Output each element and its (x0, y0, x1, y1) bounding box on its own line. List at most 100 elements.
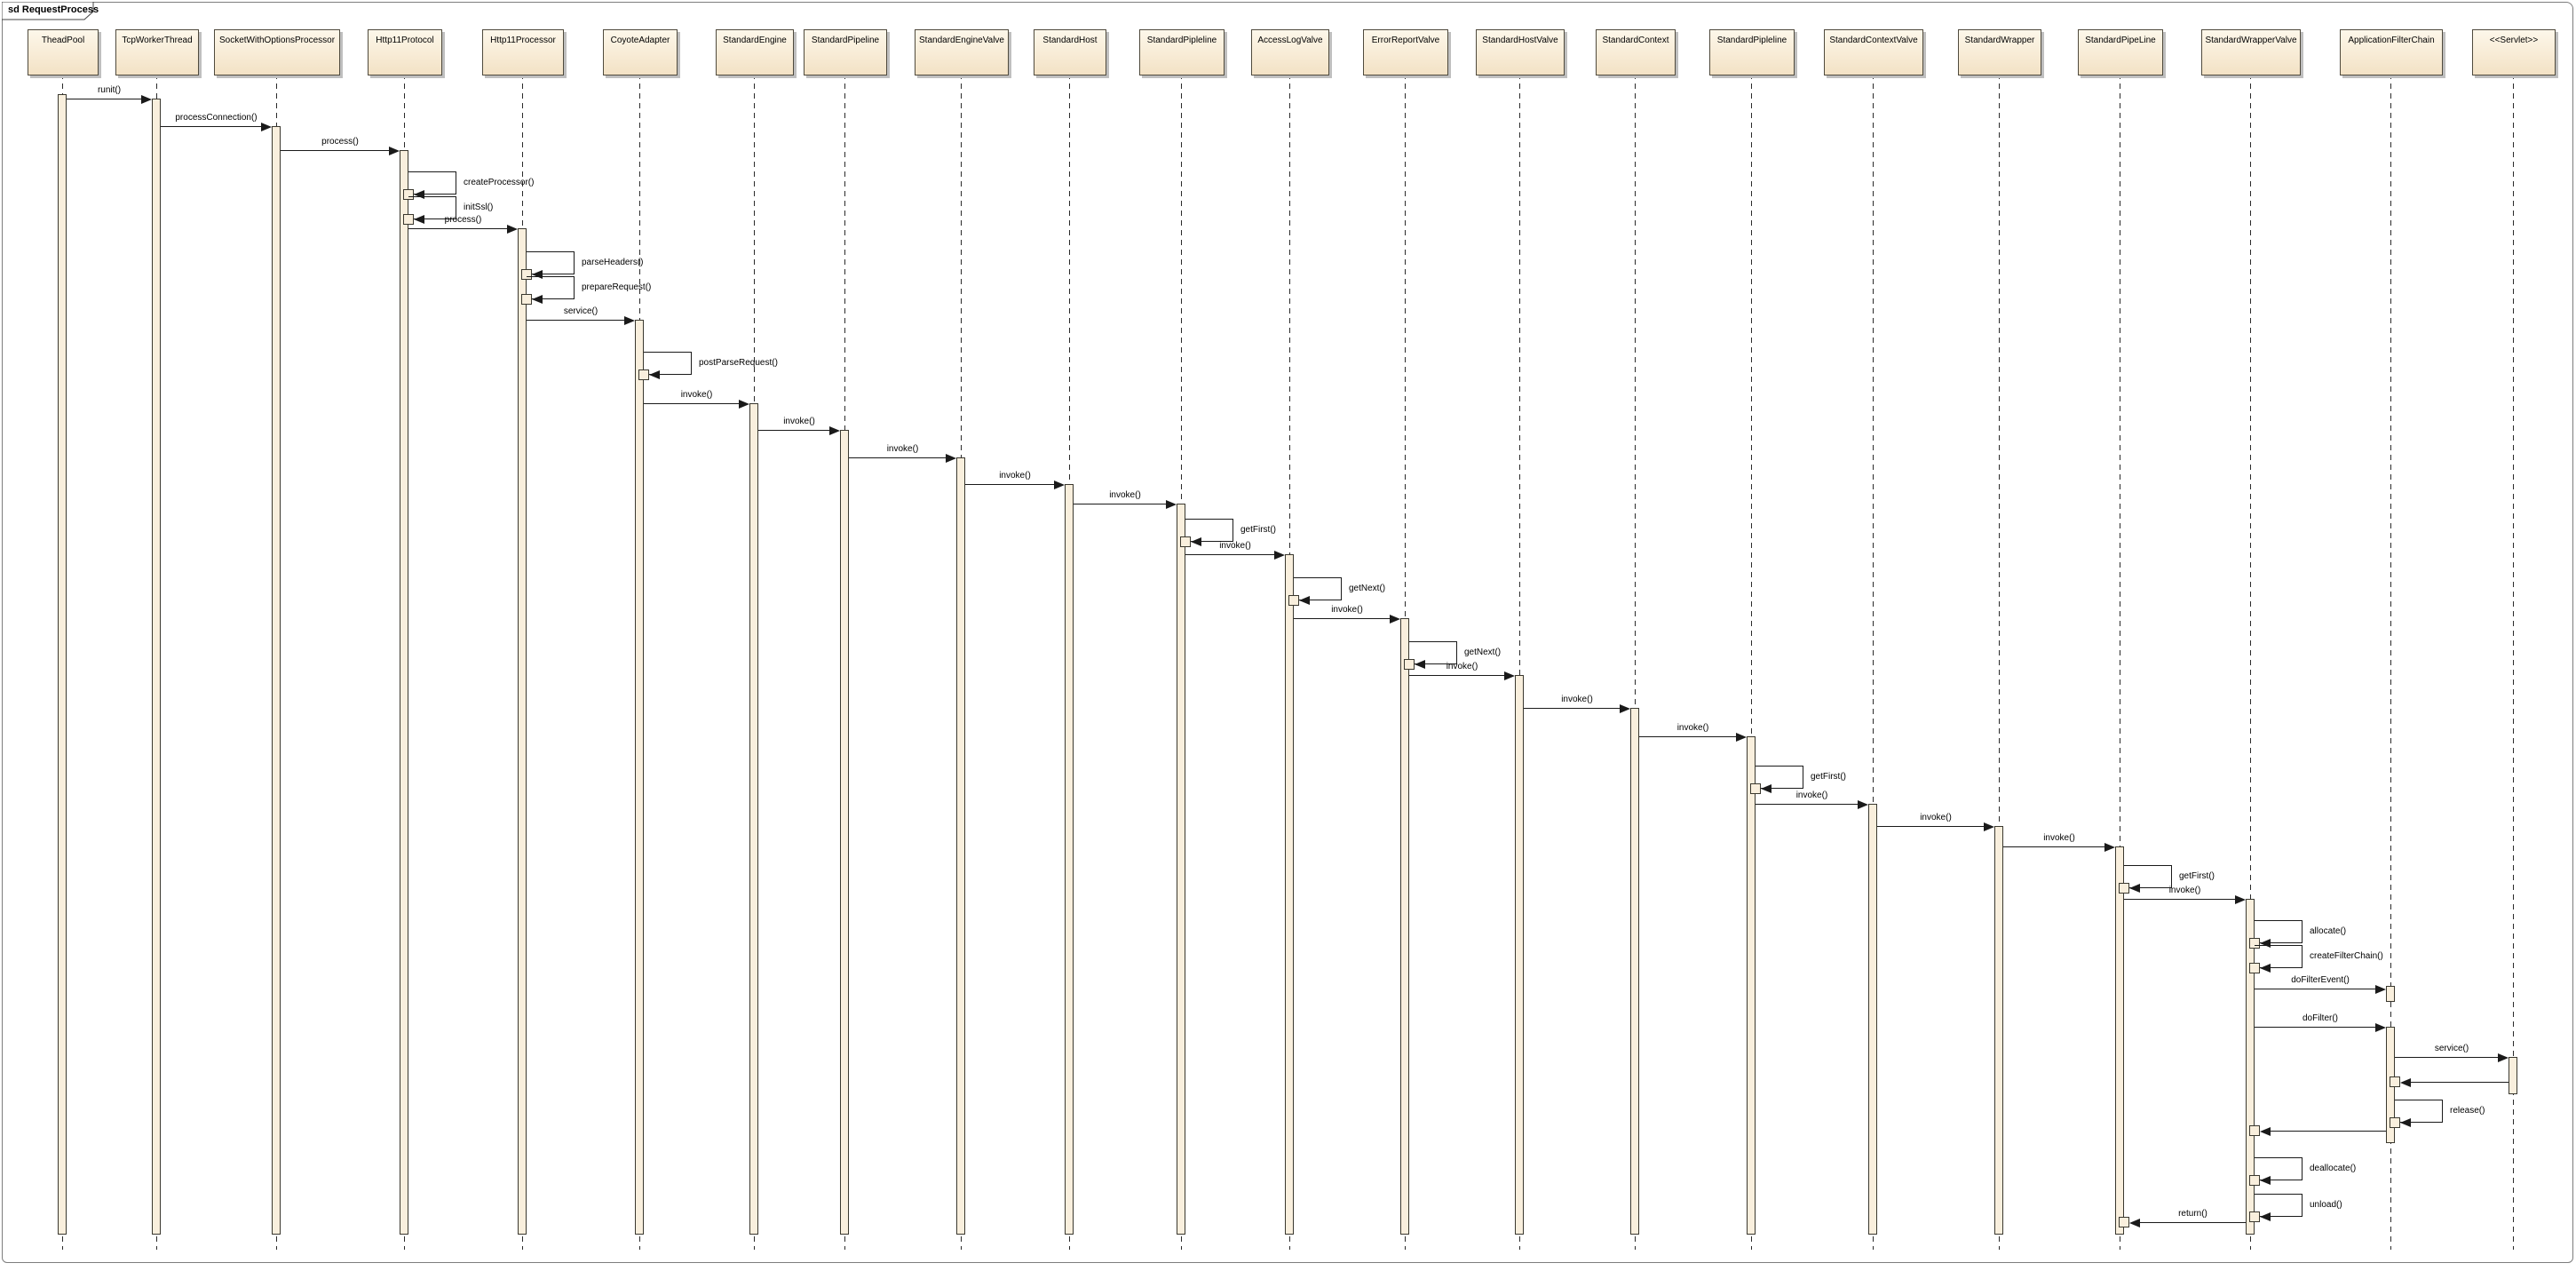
message-label-deallocate: deallocate() (2310, 1164, 2357, 1173)
self-call-loop-getfirst (1185, 519, 1233, 542)
message-label-getfirst: getFirst() (1240, 525, 1276, 535)
lifeline-header-errorreportvalve[interactable]: ErrorReportValve (1363, 29, 1448, 75)
message-line-process (408, 228, 508, 229)
self-call-square (403, 189, 414, 200)
message-label-invoke: invoke() (1676, 723, 1709, 733)
lifeline-header-standardpipeline[interactable]: StandardPipeLine (2078, 29, 2163, 75)
self-call-loop-preparerequest (527, 276, 575, 299)
lifeline-header-applicationfilterchain[interactable]: ApplicationFilterChain (2340, 29, 2443, 75)
lifeline-label: TheadPool (41, 36, 85, 45)
message-label-process: process() (321, 137, 359, 147)
lifeline-header-standardpipleline[interactable]: StandardPipleline (1709, 29, 1795, 75)
lifeline-label: StandardWrapperValve (2205, 36, 2297, 45)
activation-bar (956, 457, 965, 1235)
lifeline-label: StandardPipeline (811, 36, 880, 45)
lifeline-header-standardwrappervalve[interactable]: StandardWrapperValve (2201, 29, 2301, 75)
lifeline-line-standardwrappervalve (2250, 74, 2251, 1250)
activation-bar (58, 94, 67, 1235)
arrowhead-icon (2400, 1118, 2411, 1127)
message-line-invoke (1639, 736, 1737, 737)
arrowhead-icon (2260, 964, 2271, 973)
self-call-square (521, 269, 532, 280)
lifeline-header-standardpipeline[interactable]: StandardPipeline (804, 29, 887, 75)
lifeline-header-coyoteadapter[interactable]: CoyoteAdapter (603, 29, 678, 75)
activation-bar (1177, 504, 1185, 1235)
self-call-loop-allocate (2255, 920, 2303, 943)
arrowhead-icon (2260, 1212, 2271, 1221)
lifeline-header-standardwrapper[interactable]: StandardWrapper (1958, 29, 2041, 75)
lifeline-header-http11processor[interactable]: Http11Processor (482, 29, 564, 75)
frame-title: sd RequestProcess (8, 4, 99, 15)
lifeline-header-standardhost[interactable]: StandardHost (1034, 29, 1106, 75)
arrowhead-icon (2375, 985, 2386, 994)
lifeline-label: StandardEngineValve (919, 36, 1004, 45)
self-call-loop-createprocessor (408, 171, 456, 195)
message-line-invoke (965, 484, 1055, 485)
lifeline-header-tcpworkerthread[interactable]: TcpWorkerThread (115, 29, 199, 75)
self-call-square (2249, 1175, 2260, 1186)
lifeline-label: AccessLogValve (1257, 36, 1323, 45)
lifeline-line-standardcontextvalve (1873, 74, 1874, 1250)
self-call-loop-initssl (408, 196, 456, 219)
lifeline-header-standardhostvalve[interactable]: StandardHostValve (1476, 29, 1565, 75)
self-call-loop-createfilterchain (2255, 945, 2303, 968)
self-call-square (2119, 883, 2129, 894)
message-line-invoke (1185, 554, 1275, 555)
activation-bar (749, 403, 758, 1235)
message-label-service: service() (2434, 1044, 2469, 1053)
lifeline-header-theadpool[interactable]: TheadPool (28, 29, 99, 75)
message-label-invoke: invoke() (886, 444, 919, 454)
message-label-invoke: invoke() (1561, 695, 1593, 704)
arrowhead-icon (2260, 1127, 2271, 1136)
message-label-invoke: invoke() (1109, 490, 1141, 500)
arrowhead-icon (389, 147, 400, 155)
self-call-square (2249, 963, 2260, 973)
message-line-processconnection (161, 126, 262, 127)
lifeline-header-accesslogvalve[interactable]: AccessLogValve (1251, 29, 1329, 75)
activation-bar (1515, 675, 1524, 1235)
self-call-square (2249, 1211, 2260, 1222)
lifeline-label: StandardPipleline (1716, 36, 1787, 45)
self-call-square (1404, 659, 1415, 670)
self-call-loop-getfirst (1756, 766, 1803, 789)
lifeline-header-standardengine[interactable]: StandardEngine (716, 29, 794, 75)
lifeline-header-socketwithoptionsprocessor[interactable]: SocketWithOptionsProcessor (214, 29, 340, 75)
message-label-postparserequest: postParseRequest() (699, 358, 778, 368)
message-label-process: process() (444, 215, 482, 225)
message-line-invoke (849, 457, 947, 458)
self-call-square (638, 369, 649, 380)
self-call-loop-release (2395, 1100, 2443, 1123)
message-line-invoke (1409, 675, 1505, 676)
message-label-initssl: initSsl() (464, 203, 494, 212)
activation-bar (272, 126, 281, 1235)
lifeline-label: StandardContext (1602, 36, 1669, 45)
activation-bar (2115, 846, 2124, 1235)
activation-bar (1400, 618, 1409, 1235)
message-line-invoke (644, 403, 740, 404)
lifeline-label: StandardEngine (723, 36, 787, 45)
lifeline-header-http11protocol[interactable]: Http11Protocol (368, 29, 442, 75)
return-target-square (2390, 1076, 2400, 1087)
arrowhead-icon (1191, 537, 1201, 546)
message-label-dofilterevent: doFilterEvent() (2291, 975, 2350, 985)
return-line-return (2140, 1222, 2246, 1223)
arrowhead-icon (2375, 1023, 2386, 1032)
return-target-square (2249, 1125, 2260, 1136)
frame-title-tab: sd RequestProcess (2, 2, 99, 20)
lifeline-header-standardenginevalve[interactable]: StandardEngineValve (915, 29, 1009, 75)
lifeline-label: StandardPipeLine (2085, 36, 2156, 45)
message-label-getnext: getNext() (1464, 647, 1502, 657)
lifeline-header-standardpipleline[interactable]: StandardPipleline (1139, 29, 1225, 75)
arrowhead-icon (414, 190, 424, 199)
lifeline-label: StandardContextValve (1829, 36, 1918, 45)
lifeline-header-servlet[interactable]: <<Servlet>> (2472, 29, 2556, 75)
lifeline-header-standardcontext[interactable]: StandardContext (1596, 29, 1676, 75)
message-label-getnext: getNext() (1349, 584, 1386, 593)
lifeline-label: StandardHost (1042, 36, 1098, 45)
message-line-invoke (758, 430, 830, 431)
self-call-square (1288, 595, 1299, 606)
lifeline-label: CoyoteAdapter (610, 36, 670, 45)
message-label-allocate: allocate() (2310, 926, 2347, 936)
lifeline-header-standardcontextvalve[interactable]: StandardContextValve (1824, 29, 1923, 75)
